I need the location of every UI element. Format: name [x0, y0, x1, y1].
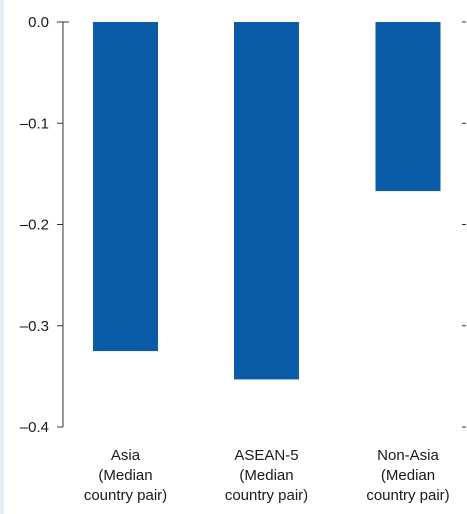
axis-layer [57, 21, 466, 428]
bar-asia [93, 22, 158, 352]
labels-layer: 0.0 –0.1 –0.2 –0.3 –0.4 Asia (Median country pa… [20, 14, 450, 504]
y-tick-label: –0.3 [20, 318, 49, 335]
bar-non-asia [375, 22, 441, 192]
category-label-line: country pair) [84, 487, 167, 504]
category-label-line: Asia [111, 447, 141, 464]
category-label: ASEAN-5 (Median country pair) [225, 447, 308, 504]
category-label-line: (Median [239, 467, 293, 484]
category-label: Asia (Median country pair) [84, 447, 167, 504]
category-label-line: ASEAN-5 [234, 447, 298, 464]
category-label-line: (Median [381, 467, 435, 484]
category-label-line: country pair) [225, 487, 308, 504]
category-label-line: Non-Asia [377, 447, 439, 464]
y-tick-label: –0.2 [20, 217, 49, 234]
category-label-line: country pair) [366, 487, 449, 504]
left-border-strip [0, 0, 4, 514]
bars-layer [93, 22, 441, 380]
category-label-line: (Median [98, 467, 152, 484]
y-tick-label: –0.4 [20, 419, 49, 436]
category-label: Non-Asia (Median country pair) [366, 447, 449, 504]
y-tick-label: 0.0 [28, 14, 49, 31]
y-tick-label: –0.1 [20, 115, 49, 132]
bar-asean-5 [234, 22, 299, 380]
